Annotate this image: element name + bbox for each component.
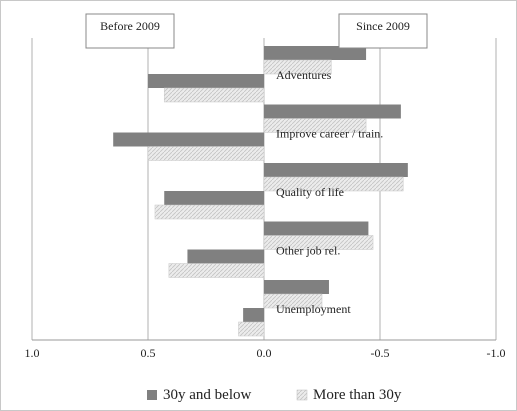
x-tick-label: -1.0 — [487, 346, 506, 360]
legend-label-more-than-30y: More than 30y — [313, 387, 402, 403]
bar-adventures-more-than-30y-before-2009 — [163, 87, 265, 103]
region-label-left-box: Before 2009 — [85, 13, 175, 49]
bar-improve-career-train-30y-and-below-since-2009 — [264, 104, 401, 119]
bar-adventures-30y-and-below-before-2009 — [148, 74, 264, 88]
category-label-other-job-rel: Other job rel. — [276, 244, 340, 258]
region-label-right-box: Since 2009 — [338, 13, 428, 49]
x-tick-label: 0.5 — [141, 346, 156, 360]
category-label-improve-career-train: Improve career / train. — [276, 127, 383, 141]
x-tick-label: -0.5 — [371, 346, 390, 360]
bar-other-job-rel-more-than-30y-before-2009 — [168, 263, 265, 278]
legend-swatch-more-than-30y — [296, 389, 308, 401]
legend: 30y and below More than 30y — [147, 387, 402, 403]
x-tick-label: 1.0 — [25, 346, 40, 360]
bar-unemployment-more-than-30y-before-2009 — [238, 321, 265, 337]
bar-other-job-rel-more-than-30y-since-2009 — [263, 235, 374, 250]
category-label-quality-of-life: Quality of life — [276, 185, 344, 199]
region-label-right: Since 2009 — [356, 19, 410, 33]
category-label-adventures: Adventures — [276, 68, 332, 82]
category-labels: Adventures Improve career / train. Quality… — [276, 68, 383, 316]
bar-improve-career-train-30y-and-below-before-2009 — [113, 132, 264, 147]
bar-quality-of-life-30y-and-below-since-2009 — [264, 163, 408, 177]
bar-improve-career-train-more-than-30y-before-2009 — [147, 146, 265, 161]
legend-swatch-30y-and-below — [147, 390, 157, 400]
region-label-left: Before 2009 — [100, 19, 160, 33]
bar-unemployment-30y-and-below-since-2009 — [264, 280, 329, 294]
legend-label-30y-and-below: 30y and below — [163, 387, 251, 403]
bar-quality-of-life-more-than-30y-since-2009 — [263, 176, 404, 192]
bar-unemployment-30y-and-below-before-2009 — [243, 308, 264, 322]
bar-unemployment-more-than-30y-since-2009 — [263, 293, 323, 309]
bar-improve-career-train-more-than-30y-since-2009 — [263, 118, 367, 133]
bar-quality-of-life-30y-and-below-before-2009 — [164, 191, 264, 205]
bar-other-job-rel-30y-and-below-before-2009 — [187, 249, 264, 264]
bars-group — [113, 46, 408, 337]
bar-other-job-rel-30y-and-below-since-2009 — [264, 221, 369, 236]
x-tick-labels: 1.0 0.5 0.0 -0.5 -1.0 — [25, 346, 506, 360]
bar-quality-of-life-more-than-30y-before-2009 — [154, 204, 265, 220]
x-tick-label: 0.0 — [257, 346, 272, 360]
category-label-unemployment: Unemployment — [276, 302, 351, 316]
bar-adventures-30y-and-below-since-2009 — [264, 46, 367, 60]
bar-adventures-more-than-30y-since-2009 — [263, 59, 332, 75]
